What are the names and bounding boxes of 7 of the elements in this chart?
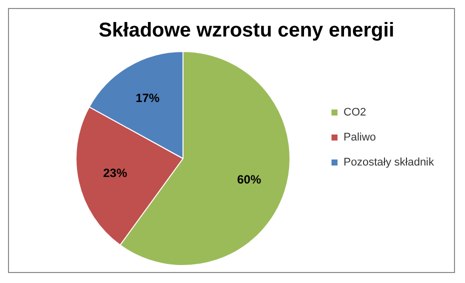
chart-title: Składowe wzrostu ceny energii [98, 20, 394, 42]
legend-label: Pozostały składnik [344, 156, 434, 169]
legend-label: Paliwo [344, 132, 376, 144]
data-label: 17% [136, 90, 160, 105]
legend-label: CO2 [344, 106, 366, 119]
data-label: 60% [237, 172, 262, 186]
data-label: 23% [103, 166, 128, 180]
